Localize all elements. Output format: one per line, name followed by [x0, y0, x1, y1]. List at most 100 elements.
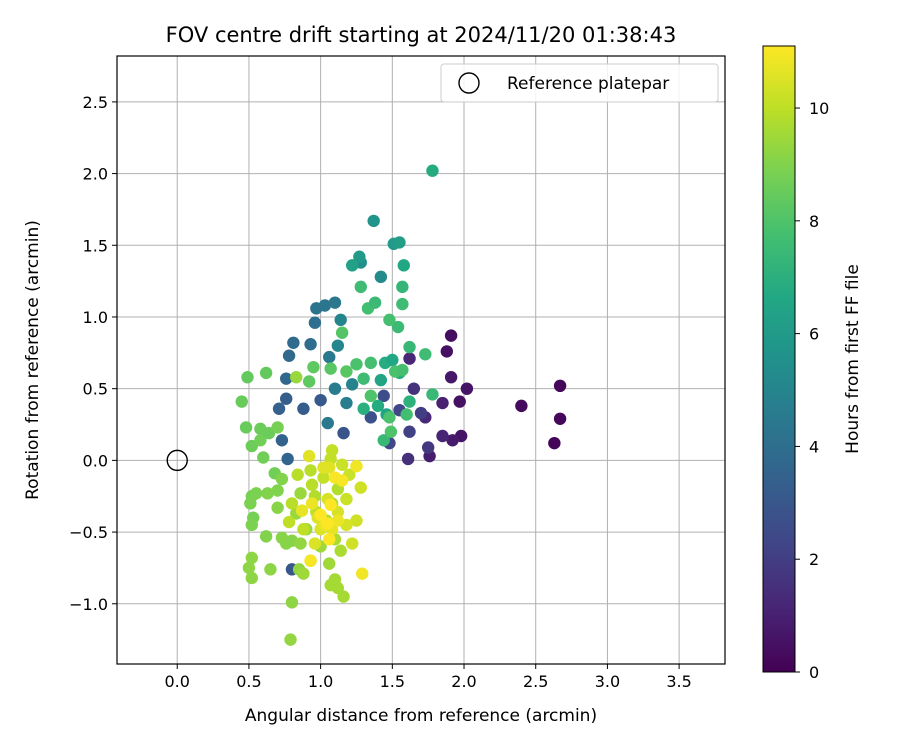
data-point: [328, 296, 342, 309]
data-point: [383, 411, 396, 424]
data-point: [396, 363, 409, 377]
x-axis-label: Angular distance from reference (arcmin): [245, 706, 597, 726]
data-point: [331, 514, 345, 527]
data-point: [553, 412, 567, 425]
data-point: [280, 372, 293, 385]
data-point: [321, 416, 334, 430]
x-axis-ticks: 0.0 0.5 1.0 1.5 2.0 2.5 3.0 3.5: [164, 664, 692, 691]
y-tick-label: −0.5: [69, 523, 108, 542]
data-point: [317, 471, 330, 484]
data-point: [403, 425, 416, 438]
data-point: [407, 382, 421, 395]
data-point: [397, 259, 410, 272]
data-point: [364, 356, 378, 370]
data-point: [345, 378, 359, 391]
data-point: [285, 497, 299, 510]
data-point: [275, 472, 289, 486]
plot-frame: [116, 55, 726, 665]
data-point: [280, 392, 293, 405]
data-point: [377, 389, 390, 403]
y-axis-label: Rotation from reference (arcmin): [23, 220, 43, 500]
data-point: [244, 497, 257, 510]
colorbar: 0 2 4 6 8 10 Hours from first FF file: [762, 45, 863, 682]
data-point: [328, 471, 342, 484]
data-point: [305, 497, 319, 510]
y-tick-label: 0.5: [83, 380, 108, 399]
chart-title: FOV centre drift starting at 2024/11/20 …: [166, 23, 677, 47]
data-point: [548, 436, 561, 450]
data-point: [377, 434, 390, 447]
data-point: [308, 316, 322, 329]
data-point: [297, 402, 310, 415]
data-point: [337, 590, 350, 603]
data-point: [334, 544, 347, 557]
data-point: [291, 468, 304, 481]
data-point: [324, 362, 337, 375]
data-point: [354, 280, 367, 294]
data-point: [340, 396, 353, 410]
colorbar-gradient: [762, 45, 796, 673]
data-point: [374, 270, 388, 284]
data-point: [367, 214, 380, 228]
data-point: [304, 554, 317, 567]
data-point: [297, 567, 310, 580]
data-point: [426, 388, 439, 401]
data-point: [297, 523, 310, 536]
legend: Reference platepar: [440, 63, 719, 103]
data-point: [290, 371, 303, 384]
data-point: [444, 371, 458, 384]
data-point: [446, 434, 459, 447]
data-point: [324, 498, 337, 512]
data-point: [302, 449, 316, 463]
x-tick-label: 3.0: [595, 672, 620, 691]
data-point: [294, 537, 307, 550]
colorbar-ticks: 0 2 4 6 8 10: [795, 99, 829, 682]
data-point: [282, 515, 296, 529]
data-point: [304, 338, 317, 351]
data-point: [245, 571, 258, 585]
data-point: [335, 458, 349, 471]
data-point: [400, 408, 413, 421]
data-point: [515, 399, 528, 413]
data-point: [321, 517, 334, 530]
colorbar-tick-label: 10: [809, 99, 829, 118]
data-point: [305, 478, 319, 491]
colorbar-tick-label: 2: [809, 550, 819, 569]
data-point: [323, 461, 336, 474]
y-tick-label: 2.5: [83, 93, 108, 112]
data-point: [396, 297, 409, 311]
data-point: [235, 395, 248, 408]
data-point: [272, 402, 286, 415]
data-point: [350, 514, 363, 527]
data-point: [345, 259, 359, 272]
data-point: [264, 563, 277, 576]
data-point: [440, 345, 454, 358]
data-point: [460, 382, 474, 395]
data-point: [318, 299, 332, 312]
data-point: [426, 164, 439, 177]
data-point: [340, 492, 353, 506]
data-point: [259, 366, 273, 380]
data-point: [364, 389, 378, 403]
data-point: [368, 296, 382, 309]
x-tick-label: 1.5: [380, 672, 405, 691]
data-point: [323, 557, 336, 570]
grid-lines: [117, 56, 725, 664]
data-point: [401, 452, 415, 466]
data-point: [271, 501, 284, 514]
data-point: [271, 484, 284, 497]
legend-box: [440, 63, 719, 103]
data-point: [553, 379, 567, 393]
data-point: [302, 375, 316, 388]
data-point: [331, 339, 345, 352]
x-tick-label: 1.0: [308, 672, 333, 691]
data-point: [403, 352, 416, 365]
data-point: [419, 348, 432, 361]
data-point: [353, 250, 366, 263]
data-point: [354, 481, 367, 494]
data-point: [242, 561, 256, 575]
data-point: [383, 313, 396, 327]
data-point: [421, 441, 435, 454]
data-point: [334, 313, 347, 327]
data-point: [335, 326, 349, 339]
